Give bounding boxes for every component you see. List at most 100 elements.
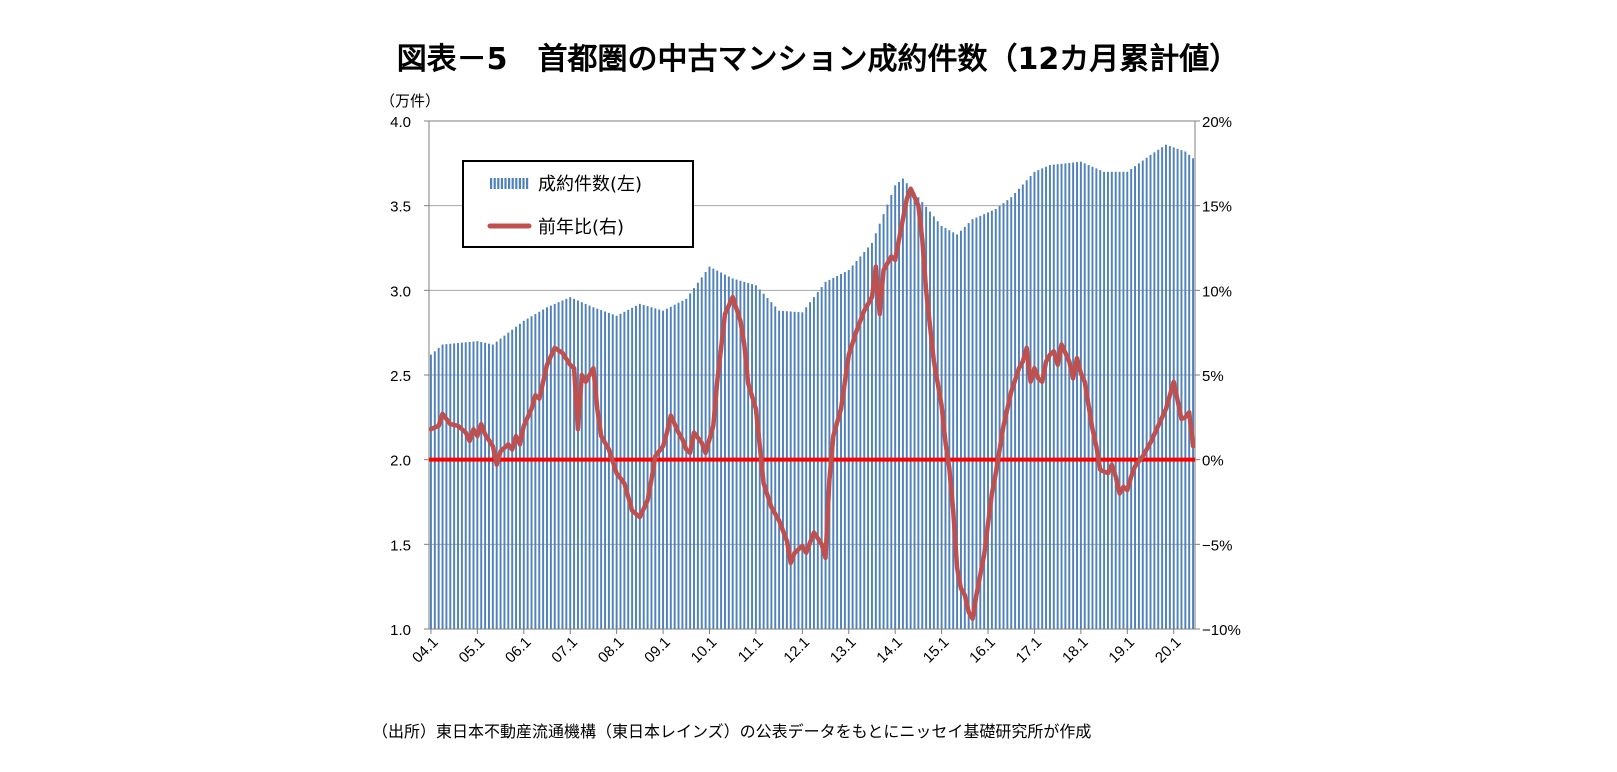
legend-swatch-stripe bbox=[497, 178, 500, 189]
bar bbox=[967, 223, 970, 630]
bar bbox=[576, 300, 579, 629]
bar bbox=[1157, 149, 1160, 629]
bar bbox=[1184, 151, 1187, 630]
legend-swatch-stripe bbox=[522, 178, 525, 189]
bar bbox=[870, 242, 873, 630]
source-note: （出所）東日本不動産流通機構（東日本レインズ）の公表データをもとにニッセイ基礎研… bbox=[372, 722, 1091, 741]
bar bbox=[685, 298, 688, 629]
bar bbox=[1153, 152, 1156, 629]
x-tick-label: 15.1 bbox=[920, 634, 953, 667]
left-axis-unit: （万件） bbox=[380, 92, 440, 110]
right-axis: −10% −5% 0% 5% 10% 15% 20% bbox=[1195, 114, 1241, 639]
x-tick-label: 11.1 bbox=[735, 634, 767, 666]
x-tick-label: 16.1 bbox=[966, 634, 999, 667]
bar bbox=[549, 305, 552, 629]
bar bbox=[1025, 180, 1028, 629]
bar bbox=[569, 297, 572, 629]
bar bbox=[905, 183, 908, 630]
bar bbox=[782, 310, 784, 629]
x-axis: 04.1 05.1 06.1 07.1 08.1 09.1 10.1 11.1 12.1 13.1… bbox=[409, 629, 1185, 667]
bar bbox=[751, 284, 754, 629]
bar bbox=[580, 302, 583, 629]
bar bbox=[921, 201, 924, 629]
right-tick-label: −10% bbox=[1202, 622, 1241, 639]
left-tick-label: 2.0 bbox=[390, 453, 411, 470]
x-tick-label: 09.1 bbox=[641, 634, 674, 667]
bar bbox=[859, 256, 862, 629]
right-tick-label: 0% bbox=[1202, 453, 1224, 470]
bar bbox=[1068, 162, 1071, 629]
bar bbox=[437, 347, 440, 629]
bar bbox=[708, 266, 711, 629]
bar bbox=[998, 206, 1001, 629]
bar bbox=[429, 354, 432, 629]
bar bbox=[1014, 192, 1017, 629]
bar bbox=[526, 318, 529, 629]
bar bbox=[1141, 160, 1144, 629]
bar bbox=[1037, 170, 1040, 629]
bar bbox=[898, 181, 901, 629]
bar bbox=[1188, 154, 1191, 629]
bar bbox=[809, 302, 812, 629]
legend-line-label: 前年比(右) bbox=[538, 217, 624, 238]
legend-box bbox=[462, 160, 694, 248]
bar bbox=[770, 302, 773, 629]
left-tick-label: 3.5 bbox=[390, 199, 411, 216]
bar bbox=[890, 194, 893, 630]
x-tick-label: 19.1 bbox=[1105, 634, 1138, 667]
bar bbox=[1021, 184, 1024, 629]
chart-title: 図表－5 首都圏の中古マンション成約件数（12カ月累計値） bbox=[397, 42, 1240, 77]
bar bbox=[1091, 166, 1094, 629]
bar bbox=[952, 232, 955, 629]
x-tick-label: 05.1 bbox=[456, 634, 489, 667]
bar bbox=[1137, 163, 1140, 630]
bar bbox=[840, 273, 842, 629]
bar bbox=[1095, 168, 1098, 629]
bar bbox=[673, 304, 676, 629]
legend-swatch-stripe bbox=[511, 178, 514, 189]
bar bbox=[449, 343, 452, 629]
bar bbox=[592, 307, 595, 629]
legend-swatch-stripe bbox=[508, 178, 511, 189]
bar bbox=[530, 316, 533, 629]
bar bbox=[932, 216, 935, 629]
bar bbox=[824, 281, 827, 629]
bar bbox=[596, 308, 599, 629]
bar bbox=[805, 307, 808, 629]
bar bbox=[812, 297, 815, 629]
bar bbox=[1079, 161, 1082, 629]
bar bbox=[851, 265, 854, 629]
bar bbox=[665, 308, 668, 629]
bar bbox=[515, 326, 518, 629]
bar bbox=[747, 282, 750, 629]
bar bbox=[720, 272, 723, 629]
bar bbox=[1134, 166, 1137, 629]
bar bbox=[468, 341, 471, 629]
bar bbox=[503, 335, 506, 629]
bar bbox=[553, 303, 556, 629]
bar bbox=[940, 225, 943, 629]
x-tick-label: 10.1 bbox=[688, 634, 721, 667]
bar bbox=[863, 251, 866, 629]
bar bbox=[867, 247, 870, 630]
bar bbox=[542, 309, 545, 629]
bar bbox=[959, 230, 962, 630]
legend-swatch-stripe bbox=[518, 178, 521, 189]
bar bbox=[1029, 176, 1032, 630]
right-tick-label: 10% bbox=[1202, 283, 1232, 300]
bar bbox=[1145, 157, 1148, 629]
bar bbox=[766, 297, 769, 629]
bar bbox=[1114, 171, 1117, 630]
bar bbox=[487, 343, 490, 629]
bar bbox=[476, 341, 479, 629]
bar bbox=[1180, 150, 1183, 629]
bar bbox=[801, 312, 804, 629]
legend-swatch-stripe bbox=[490, 178, 493, 189]
bar bbox=[843, 271, 846, 629]
bar bbox=[836, 275, 839, 629]
legend-bar-swatch bbox=[490, 178, 529, 189]
bar bbox=[1052, 164, 1055, 629]
bar bbox=[774, 306, 777, 629]
bar bbox=[700, 277, 703, 629]
bar bbox=[453, 343, 456, 629]
